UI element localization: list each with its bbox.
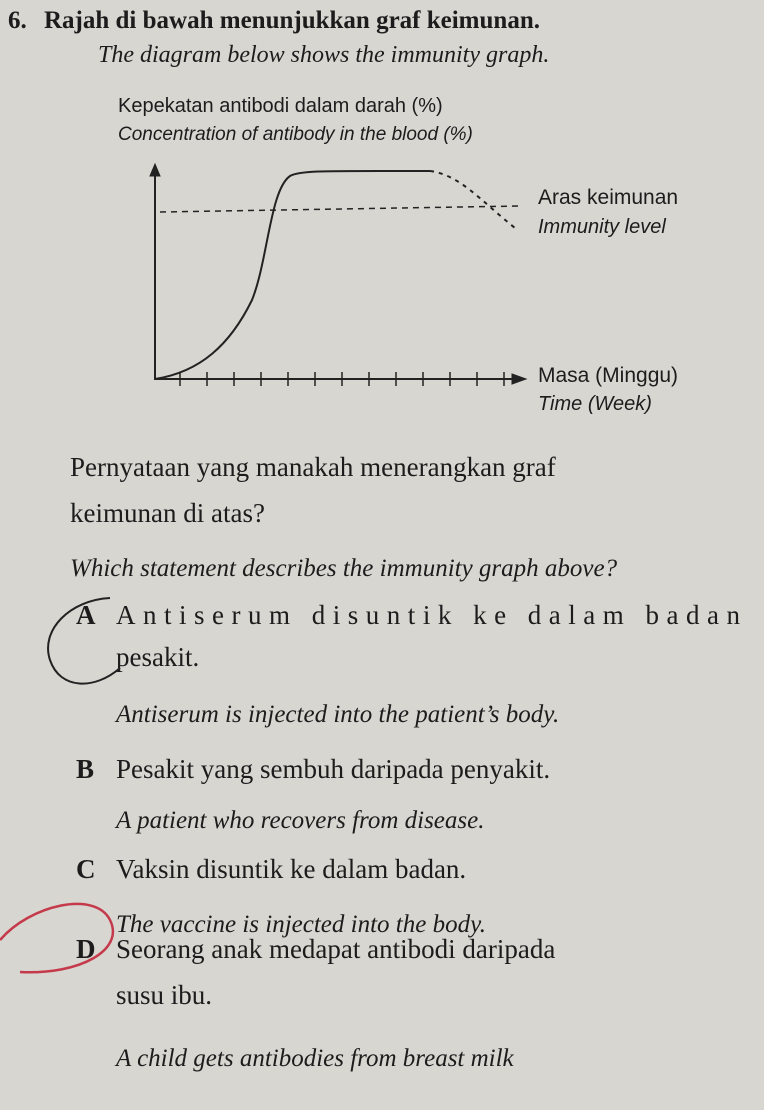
curve-decline <box>429 170 516 229</box>
pen-mark <box>0 902 115 974</box>
x-axis-label: Masa (Minggu) <box>538 364 678 387</box>
option-en: A patient who recovers from disease. <box>114 807 484 834</box>
stem-line: keimunan di atas? <box>70 498 265 528</box>
option-en: Antiserum is injected into the patient’s… <box>114 701 559 728</box>
option-letter: D <box>76 934 96 964</box>
stem-en: Which statement describes the immunity g… <box>70 555 618 582</box>
question-title-en: The diagram below shows the immunity gra… <box>98 42 549 68</box>
y-axis-label: Kepekatan antibodi dalam darah (%) <box>118 95 443 117</box>
option-text: Antiserum disuntik ke dalam badan <box>116 600 741 630</box>
level-label-en: Immunity level <box>538 216 666 238</box>
question-number: 6. <box>8 7 27 34</box>
level-label: Aras keimunan <box>538 186 678 209</box>
y-axis-label-en: Concentration of antibody in the blood (… <box>118 124 473 145</box>
x-axis-label-en: Time (Week) <box>538 393 652 415</box>
stem-line: Pernyataan yang manakah menerangkan graf <box>70 452 556 482</box>
pen-mark <box>47 597 121 685</box>
option-letter: C <box>76 854 96 884</box>
option-text: Vaksin disuntik ke dalam badan. <box>116 854 466 884</box>
graph <box>149 162 528 386</box>
option-en: A child gets antibodies from breast milk <box>114 1045 515 1072</box>
option-text: Pesakit yang sembuh daripada penyakit. <box>116 754 550 784</box>
question-title: Rajah di bawah menunjukkan graf keimunan… <box>44 7 540 34</box>
immunity-level-line <box>159 205 521 213</box>
option-text: Seorang anak medapat antibodi daripada <box>116 934 555 964</box>
x-ticks <box>179 372 505 386</box>
option-letter: A <box>76 600 96 630</box>
y-arrow <box>149 162 161 177</box>
option-letter: B <box>76 754 94 784</box>
option-text: pesakit. <box>116 642 199 672</box>
curve <box>154 169 431 380</box>
x-arrow <box>511 373 528 385</box>
option-text: susu ibu. <box>116 980 212 1010</box>
option-en: The vaccine is injected into the body. <box>116 911 486 938</box>
